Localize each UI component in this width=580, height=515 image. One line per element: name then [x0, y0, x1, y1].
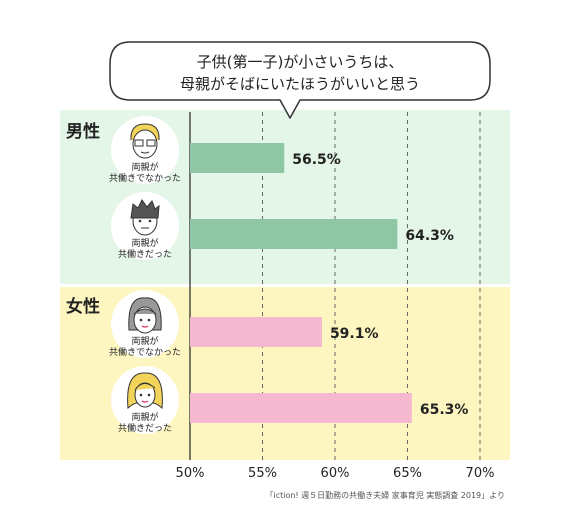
- category-label: 共働きでなかった: [109, 346, 181, 358]
- category-label: 両親が: [131, 237, 158, 249]
- group-label-female: 女性: [66, 296, 100, 317]
- category-label: 両親が: [131, 335, 158, 347]
- category-label: 共働きだった: [118, 248, 172, 260]
- x-tick-label: 60%: [321, 466, 350, 481]
- source-note: 「iction! 週５日勤務の共働き夫婦 家事育児 実態調査 2019」より: [265, 490, 505, 500]
- x-tick-label: 70%: [466, 466, 495, 481]
- man-glasses-icon: [111, 116, 179, 184]
- x-tick-label: 55%: [248, 466, 277, 481]
- bar-value-label: 56.5%: [292, 152, 341, 168]
- category-label: 両親が: [131, 161, 158, 173]
- group-label-male: 男性: [66, 121, 100, 142]
- x-tick-label: 65%: [393, 466, 422, 481]
- bar: [190, 393, 412, 423]
- man-spiky-hair-icon: [111, 192, 179, 260]
- bars: 56.5% 64.3% 59.1% 65.3%: [190, 143, 468, 423]
- bar-value-label: 65.3%: [420, 402, 469, 418]
- bar-value-label: 64.3%: [405, 228, 454, 244]
- category-label: 共働きでなかった: [109, 172, 181, 184]
- woman-blonde-hair-icon: [111, 366, 179, 434]
- category-label: 両親が: [131, 411, 158, 423]
- bar: [190, 219, 398, 249]
- x-tick-label: 50%: [176, 466, 205, 481]
- chart-title-line-2: 母親がそばにいたほうがいいと思う: [180, 75, 420, 93]
- category-label: 共働きだった: [118, 422, 172, 434]
- bar-value-label: 59.1%: [330, 326, 379, 342]
- title-bubble: 子供(第一子)が小さいうちは、 母親がそばにいたほうがいいと思う: [109, 41, 491, 119]
- bar: [190, 143, 285, 173]
- chart-title-line-1: 子供(第一子)が小さいうちは、: [197, 53, 404, 71]
- woman-bob-hair-icon: [111, 290, 179, 358]
- bar: [190, 317, 322, 347]
- x-axis-ticks: 50% 55% 60% 65% 70%: [176, 466, 495, 481]
